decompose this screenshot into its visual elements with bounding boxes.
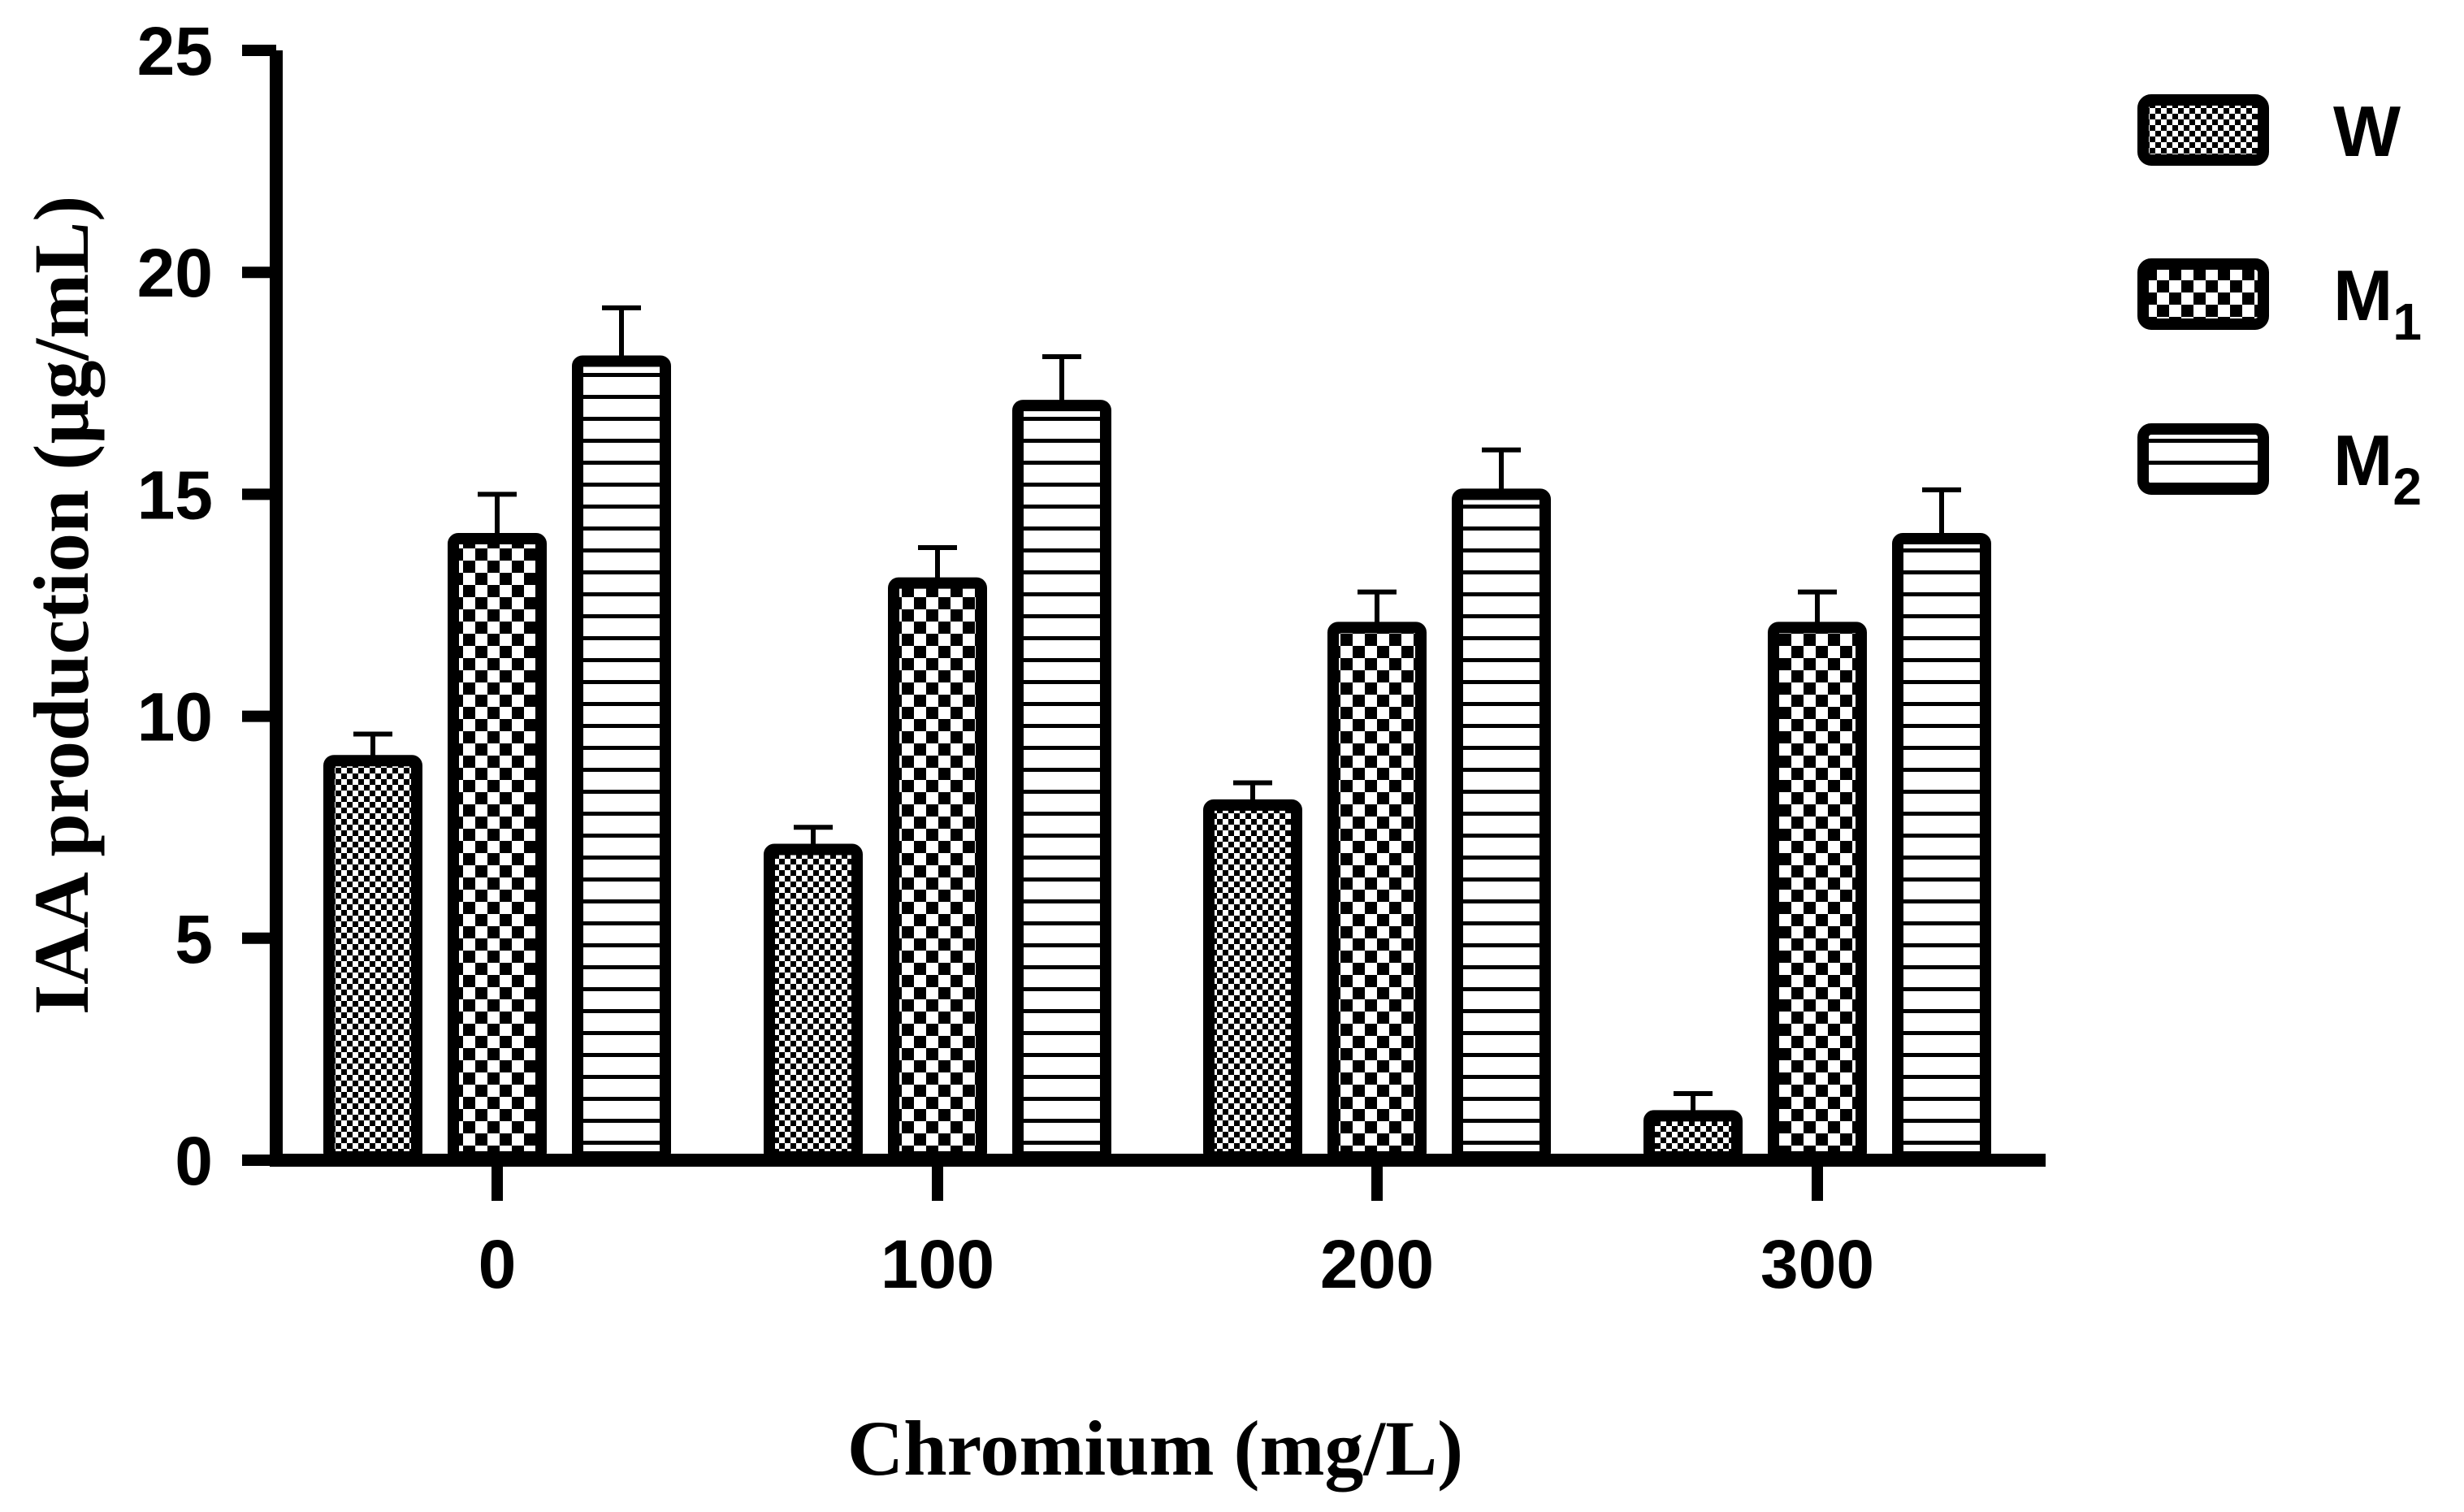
legend-label-text: M	[2333, 255, 2393, 336]
y-tick-label: 20	[137, 235, 213, 311]
legend-label-subscript: 1	[2393, 292, 2422, 351]
y-tick-label: 10	[137, 679, 213, 756]
x-tick-label: 100	[881, 1226, 994, 1302]
legend-swatch	[2137, 258, 2269, 330]
bar	[1203, 799, 1302, 1163]
y-axis-ticks: 0 5 10 15 20 25	[137, 13, 276, 1199]
bars	[323, 355, 1991, 1163]
y-tick-label: 15	[137, 457, 213, 533]
x-axis-title: Chromium (mg/L)	[847, 1405, 1463, 1492]
bar	[1452, 488, 1551, 1163]
axes	[270, 50, 2046, 1167]
bar	[764, 843, 863, 1163]
legend-label-text: M	[2333, 420, 2393, 500]
legend-label-text: W	[2333, 91, 2401, 171]
bar	[448, 533, 547, 1163]
bar	[1012, 400, 1111, 1163]
legend-label: M2	[2333, 420, 2422, 516]
y-tick-label: 0	[175, 1123, 213, 1199]
legend-label: M1	[2333, 255, 2422, 351]
bar	[1892, 533, 1991, 1163]
legend-swatch	[2137, 94, 2269, 166]
y-tick-label: 25	[137, 13, 213, 89]
x-tick-label: 200	[1320, 1226, 1434, 1302]
x-axis-ticks: 0 100 200 300	[479, 1160, 1874, 1302]
bar	[888, 577, 987, 1163]
x-tick-label: 0	[479, 1226, 517, 1302]
legend-label: W	[2333, 91, 2401, 171]
y-axis-title: IAA production (µg/mL)	[18, 196, 105, 1015]
bar	[1327, 622, 1427, 1163]
error-bars	[353, 305, 1961, 1116]
bar	[323, 755, 422, 1163]
bar	[1643, 1110, 1743, 1163]
legend-swatch	[2137, 423, 2269, 495]
bar	[572, 355, 671, 1163]
bar	[1768, 622, 1867, 1163]
legend-label-subscript: 2	[2393, 457, 2422, 516]
y-tick-label: 5	[175, 901, 213, 977]
x-tick-label: 300	[1760, 1226, 1874, 1302]
